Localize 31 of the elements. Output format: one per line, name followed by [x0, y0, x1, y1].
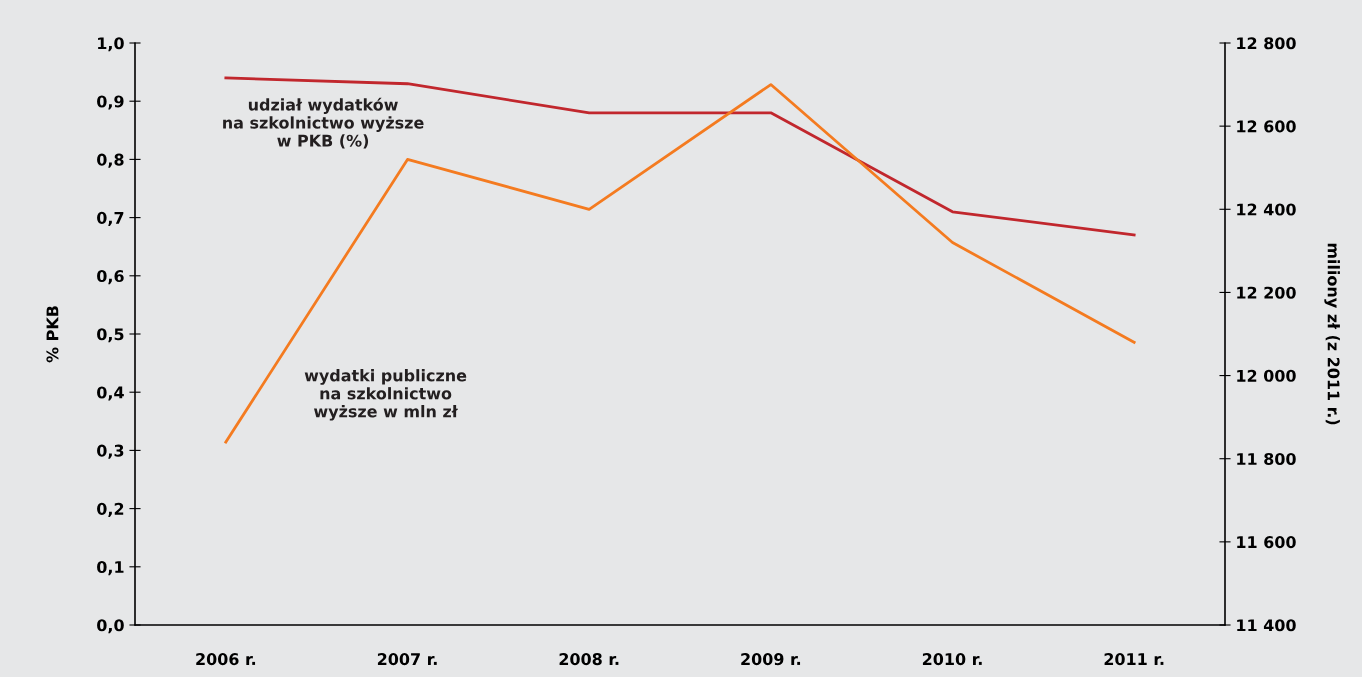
line-series — [224, 83, 1136, 444]
y-tick-label: 0,4 — [97, 386, 124, 401]
x-tick-label: 2010 r. — [922, 653, 982, 666]
y2-tick-label: 12 600 — [1237, 120, 1296, 133]
y2-tick-label: 12 200 — [1237, 286, 1296, 299]
y-tick-label: 1,0 — [98, 37, 124, 52]
x-tick-label: 2008 r. — [559, 653, 619, 666]
series-label: udział wydatków na szkolnictwo wyższe w PKB (%) — [223, 97, 424, 149]
y-tick-label: 0,2 — [97, 502, 124, 517]
y2-tick-label: 12 400 — [1237, 203, 1296, 216]
x-tick-label: 2009 r. — [741, 653, 801, 666]
y-tick-label: 0,0 — [97, 619, 124, 634]
y2-tick-label: 11 400 — [1237, 619, 1296, 632]
y-tick-label: 0,6 — [97, 270, 124, 285]
y2-axis-title: miliony zł (z 2011 r.) — [1324, 243, 1340, 425]
x-tick-label: 2006 r. — [196, 653, 256, 666]
y2-tick-label: 12 000 — [1237, 369, 1296, 382]
y-tick-label: 0,5 — [97, 328, 124, 343]
y-axis-title: % PKB — [46, 306, 59, 363]
y2-tick-label: 11 800 — [1237, 452, 1296, 466]
line-series — [224, 76, 1136, 237]
y2-tick-label: 12 800 — [1237, 37, 1296, 50]
x-tick-label: 2011 r. — [1104, 653, 1164, 666]
y2-tick-label: 11 600 — [1237, 536, 1296, 549]
y-tick-label: 0,7 — [97, 211, 124, 226]
y-tick-label: 0,9 — [97, 95, 124, 110]
y-tick-label: 0,1 — [97, 561, 124, 576]
y-tick-label: 0,8 — [97, 153, 124, 168]
x-tick-label: 2007 r. — [377, 653, 437, 666]
y-tick-label: 0,3 — [97, 444, 124, 459]
series-label: wydatki publiczne na szkolnictwo wyższe w mln zł — [304, 369, 467, 421]
